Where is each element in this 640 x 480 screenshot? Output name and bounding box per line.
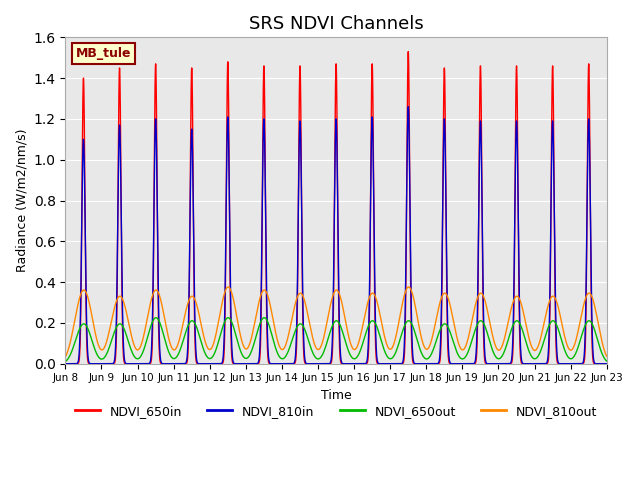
Line: NDVI_810in: NDVI_810in	[65, 107, 607, 364]
NDVI_650in	[404, 49, 412, 55]
NDVI_810in	[61, 361, 69, 367]
NDVI_810out	[172, 346, 179, 352]
NDVI_810out	[61, 354, 69, 360]
Title: SRS NDVI Channels: SRS NDVI Channels	[249, 15, 424, 33]
NDVI_650in	[264, 356, 272, 361]
NDVI_650in	[601, 361, 609, 367]
NDVI_810out	[488, 328, 495, 334]
NDVI_650out	[264, 320, 272, 325]
NDVI_650out	[172, 355, 179, 361]
NDVI_810out	[411, 300, 419, 306]
Legend: NDVI_650in, NDVI_810in, NDVI_650out, NDVI_810out: NDVI_650in, NDVI_810in, NDVI_650out, NDV…	[70, 400, 602, 423]
NDVI_650out	[603, 358, 611, 364]
NDVI_650in	[411, 361, 419, 367]
NDVI_650out	[225, 315, 232, 321]
NDVI_810in	[603, 361, 611, 367]
Line: NDVI_810out: NDVI_810out	[65, 287, 607, 357]
Line: NDVI_650out: NDVI_650out	[65, 318, 607, 361]
Line: NDVI_650in: NDVI_650in	[65, 52, 607, 364]
NDVI_650in	[488, 361, 495, 367]
NDVI_650in	[172, 361, 179, 367]
NDVI_810in	[172, 361, 179, 367]
NDVI_650out	[488, 345, 495, 350]
NDVI_650in	[603, 361, 611, 367]
NDVI_810out	[177, 329, 185, 335]
NDVI_810in	[264, 346, 272, 352]
NDVI_650out	[177, 344, 185, 350]
NDVI_810out	[225, 284, 232, 290]
NDVI_650in	[177, 361, 185, 367]
Text: MB_tule: MB_tule	[76, 47, 132, 60]
NDVI_810out	[601, 349, 609, 355]
NDVI_650out	[61, 359, 69, 364]
NDVI_810in	[404, 104, 412, 109]
Y-axis label: Radiance (W/m2/nm/s): Radiance (W/m2/nm/s)	[15, 129, 28, 272]
NDVI_810out	[603, 353, 611, 359]
NDVI_650out	[601, 356, 609, 362]
X-axis label: Time: Time	[321, 389, 351, 402]
NDVI_810in	[601, 361, 609, 367]
NDVI_810in	[488, 361, 495, 367]
NDVI_650in	[61, 361, 69, 367]
NDVI_810out	[264, 294, 272, 300]
NDVI_810in	[411, 360, 419, 366]
NDVI_650out	[411, 329, 419, 335]
NDVI_810in	[177, 361, 185, 367]
